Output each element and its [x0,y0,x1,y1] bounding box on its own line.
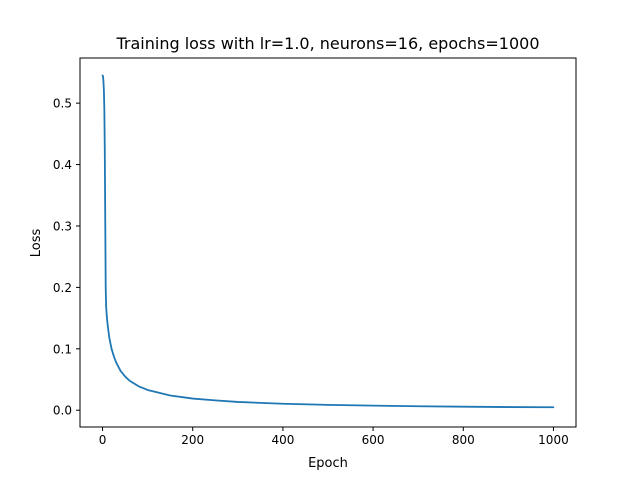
y-tick-label: 0.4 [53,158,72,172]
y-tick-label: 0.0 [53,404,72,418]
series-line-0 [101,74,555,409]
y-axis-label: Loss [29,229,44,258]
y-tick-label: 0.3 [53,219,72,233]
y-axis: 0.0 0.1 0.2 0.3 0.4 0.5 [53,97,80,418]
x-tick-label: 800 [452,433,475,447]
axes-frame [79,57,577,428]
y-tick-label: 0.1 [53,342,72,356]
x-axis: 0 200 400 600 800 1000 [99,427,569,447]
chart-title: Training loss with lr=1.0, neurons=16, e… [115,34,539,53]
y-tick-label: 0.2 [53,281,72,295]
x-tick-label: 600 [362,433,385,447]
x-tick-label: 1000 [538,433,569,447]
x-tick-label: 200 [181,433,204,447]
x-tick-label: 0 [99,433,107,447]
x-axis-label: Epoch [308,456,348,471]
y-tick-label: 0.5 [53,97,72,111]
x-tick-label: 400 [271,433,294,447]
plot-area [101,74,555,409]
